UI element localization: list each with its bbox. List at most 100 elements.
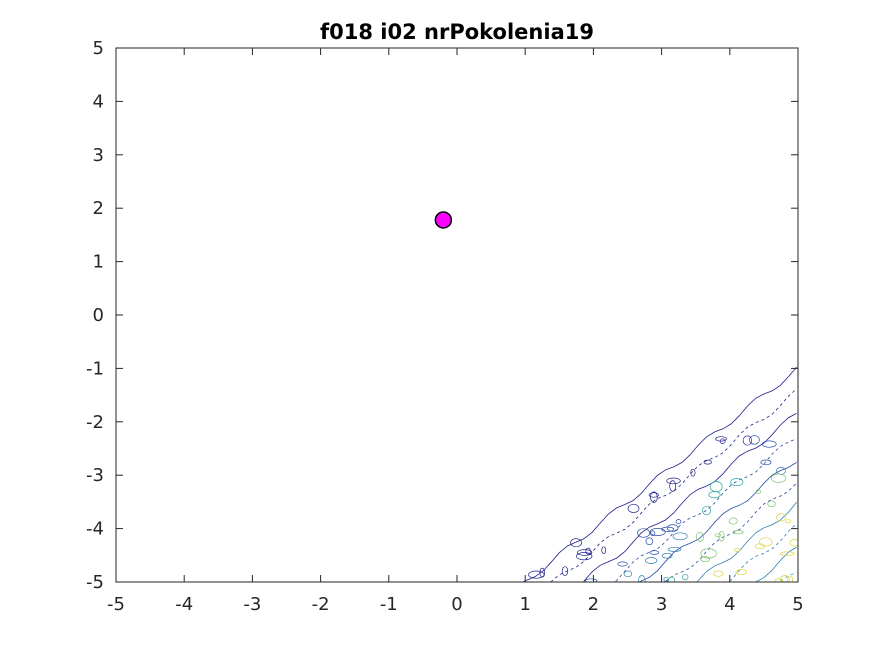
contour-blob bbox=[638, 575, 646, 582]
contour-blob bbox=[735, 569, 747, 576]
contour-blob bbox=[780, 575, 790, 582]
contour-blob bbox=[703, 459, 712, 465]
contour-blob bbox=[661, 526, 675, 532]
plot-area bbox=[116, 48, 798, 582]
x-tick-label: 5 bbox=[792, 594, 803, 615]
contour-blob bbox=[649, 550, 660, 555]
contour-blob bbox=[780, 551, 795, 556]
contour-blob bbox=[789, 539, 798, 547]
x-tick-label: 1 bbox=[519, 594, 530, 615]
contour-blob bbox=[661, 553, 673, 559]
contour-blob bbox=[528, 570, 545, 579]
contour-lines bbox=[521, 366, 798, 582]
contour-blob bbox=[742, 435, 753, 446]
x-tick-label: -5 bbox=[107, 594, 125, 615]
contour-blob bbox=[760, 459, 772, 466]
contour-line bbox=[613, 438, 797, 582]
contour-blob bbox=[668, 576, 676, 582]
contour-blob bbox=[675, 519, 682, 525]
contour-blob bbox=[702, 505, 711, 516]
contour-blob bbox=[669, 480, 677, 492]
x-axis: -5 -4 -3 -2 -1 0 1 2 3 4 5 bbox=[107, 48, 804, 615]
y-tick-label: -2 bbox=[86, 412, 104, 433]
contour-line bbox=[521, 366, 797, 582]
x-tick-label: 4 bbox=[724, 594, 735, 615]
contour-blob bbox=[767, 500, 776, 508]
x-tick-label: 3 bbox=[656, 594, 667, 615]
contour-blob bbox=[576, 552, 593, 561]
contour-blob bbox=[732, 530, 744, 535]
x-tick-label: 2 bbox=[588, 594, 599, 615]
contour-blob bbox=[776, 513, 786, 522]
data-points bbox=[434, 211, 453, 229]
contour-blob bbox=[650, 491, 658, 503]
contour-blob bbox=[787, 575, 793, 582]
contour-blob bbox=[666, 477, 681, 485]
y-tick-label: -1 bbox=[86, 358, 104, 379]
x-tick-label: -3 bbox=[243, 594, 261, 615]
contour-line bbox=[778, 572, 797, 582]
x-tick-label: 0 bbox=[451, 594, 462, 615]
contour-blob bbox=[601, 546, 607, 554]
contour-line bbox=[728, 523, 797, 582]
contour-blob bbox=[709, 481, 723, 493]
contour-blob bbox=[637, 528, 651, 538]
contour-blob bbox=[623, 570, 633, 578]
contour-blob bbox=[749, 435, 760, 445]
contour-blob bbox=[700, 548, 717, 559]
contour-blob bbox=[585, 547, 591, 555]
contour-blob bbox=[700, 556, 710, 563]
y-tick-label: -5 bbox=[86, 572, 104, 593]
contour-blob bbox=[713, 570, 724, 577]
contour-blob bbox=[617, 561, 628, 567]
contour-blob bbox=[585, 578, 598, 582]
contour-line bbox=[582, 413, 797, 582]
contour-blob bbox=[785, 519, 792, 524]
contour-blob bbox=[648, 492, 659, 498]
y-tick-label: -4 bbox=[86, 519, 104, 540]
x-tick-label: -4 bbox=[175, 594, 193, 615]
contour-blob bbox=[645, 557, 658, 564]
contour-blob bbox=[539, 567, 546, 578]
contour-line bbox=[637, 462, 797, 582]
y-tick-label: -3 bbox=[86, 465, 104, 486]
contour-blob bbox=[666, 524, 679, 532]
contour-blob bbox=[718, 530, 725, 542]
contour-blob bbox=[762, 440, 777, 448]
contour-blob bbox=[715, 436, 727, 442]
contour-blob bbox=[774, 578, 784, 582]
contour-blob bbox=[770, 473, 787, 483]
y-tick-label: 3 bbox=[93, 145, 104, 166]
contour-line bbox=[550, 388, 797, 582]
contour-line bbox=[754, 546, 797, 582]
y-axis: -5 -4 -3 -2 -1 0 1 2 3 4 5 bbox=[86, 38, 798, 593]
y-tick-label: 0 bbox=[93, 305, 104, 326]
contour-line bbox=[664, 482, 797, 582]
contour-blob bbox=[734, 547, 741, 552]
contour-blob bbox=[570, 538, 582, 548]
contour-blob bbox=[728, 517, 738, 525]
x-tick-label: -1 bbox=[380, 594, 398, 615]
contour-blob bbox=[649, 528, 666, 536]
y-tick-label: 5 bbox=[93, 38, 104, 59]
contour-blob bbox=[755, 489, 761, 495]
x-tick-label: -2 bbox=[312, 594, 330, 615]
contour-blob bbox=[650, 530, 656, 537]
contour-blob bbox=[576, 549, 593, 556]
contour-blob bbox=[730, 478, 744, 487]
contour-blob bbox=[714, 533, 722, 538]
contour-blob bbox=[645, 537, 654, 546]
contour-blob bbox=[759, 537, 773, 547]
contour-blob bbox=[561, 566, 569, 576]
contour-blob bbox=[682, 573, 689, 581]
contour-blob bbox=[667, 546, 682, 552]
contour-blob bbox=[695, 531, 704, 542]
axes-background bbox=[116, 48, 798, 582]
contour-blob bbox=[627, 503, 640, 513]
chart-title: f018 i02 nrPokolenia19 bbox=[320, 20, 594, 44]
population-point bbox=[434, 211, 453, 229]
contour-blob bbox=[672, 532, 688, 541]
contour-blob bbox=[690, 468, 696, 477]
y-tick-label: 1 bbox=[93, 252, 104, 273]
